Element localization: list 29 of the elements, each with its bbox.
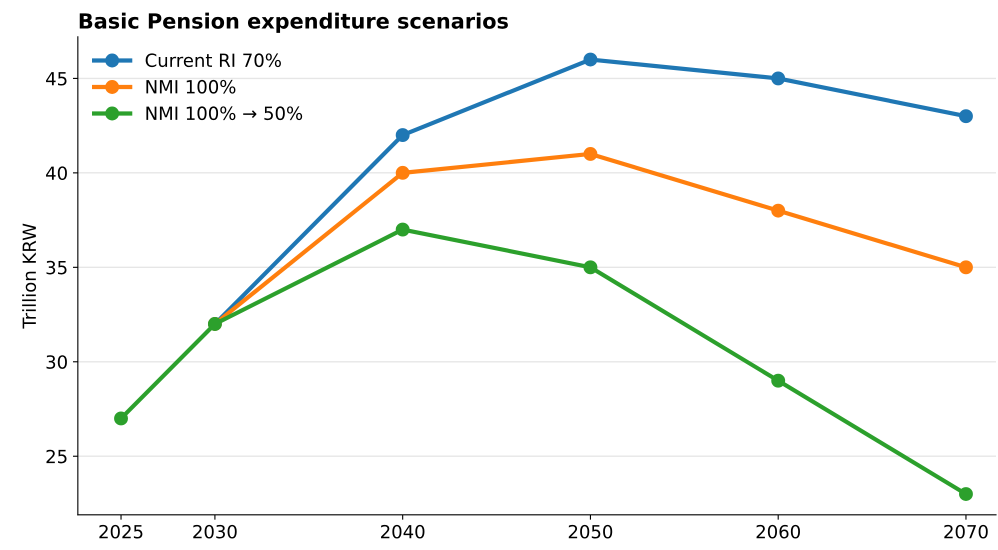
point — [114, 412, 128, 426]
point — [396, 166, 410, 180]
y-tick-label: 40 — [46, 166, 67, 180]
chart-title: Basic Pension expenditure scenarios — [80, 12, 508, 33]
point — [396, 222, 410, 236]
point — [583, 260, 598, 274]
x-tick-label: 2070 — [944, 524, 988, 538]
legend-label: NMI 100% → 50% — [146, 106, 302, 120]
point — [959, 487, 973, 501]
x-tick-label: 2060 — [756, 524, 800, 538]
legend-label: NMI 100% — [146, 80, 236, 94]
x-tick-label: 2030 — [193, 524, 237, 538]
y-axis-title: Trillion KRW — [22, 224, 36, 329]
y-tick-label: 45 — [46, 72, 67, 86]
x-tick-label: 2040 — [381, 524, 424, 538]
point — [583, 147, 598, 161]
point — [771, 204, 786, 218]
y-tick-label: 25 — [46, 450, 67, 464]
point — [583, 52, 598, 66]
point — [771, 71, 786, 86]
legend-label: Current RI 70% — [146, 53, 281, 68]
y-tick-label: 30 — [46, 355, 67, 369]
point — [959, 260, 973, 274]
x-tick-label: 2050 — [568, 524, 612, 538]
point — [771, 374, 786, 388]
point — [959, 109, 973, 124]
y-tick-label: 35 — [46, 260, 67, 274]
x-tick-label: 2025 — [99, 524, 142, 538]
point — [396, 128, 410, 142]
